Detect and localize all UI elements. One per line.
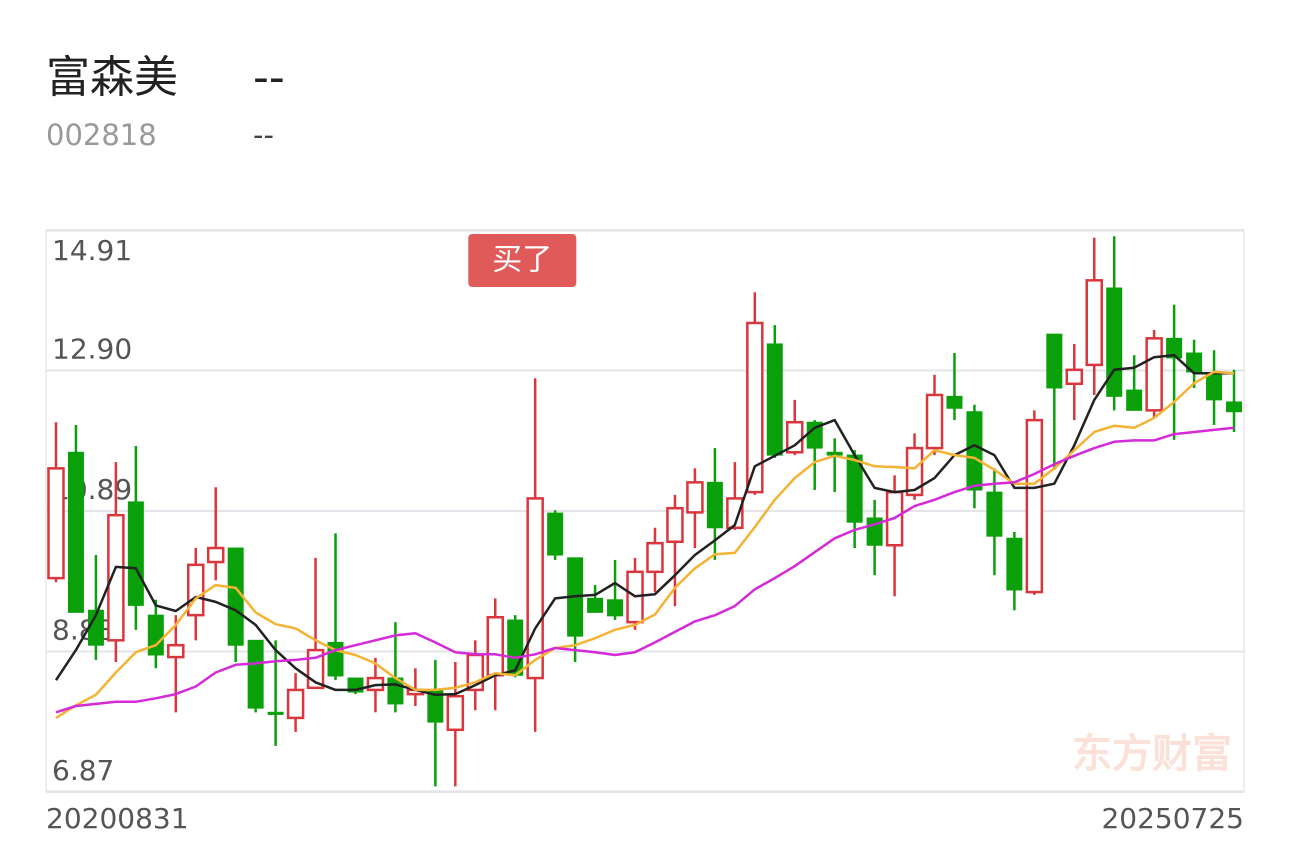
moving-average-line [54, 353, 1234, 697]
candle-body [1106, 287, 1123, 397]
y-tick-label: 14.91 [52, 234, 132, 267]
candle-body [905, 446, 924, 497]
y-tick-label: 12.90 [52, 333, 132, 366]
candle-body [1166, 337, 1183, 359]
candle-body [986, 491, 1003, 537]
candle-body [547, 512, 564, 556]
candle-body [946, 395, 963, 409]
y-tick-label: 10.89 [52, 473, 132, 506]
candle-body [607, 599, 624, 617]
annotation-label: 买了 [492, 243, 552, 278]
candle-body [446, 694, 465, 732]
candle-body [1085, 279, 1103, 367]
candle-body [206, 546, 225, 564]
moving-average-line [55, 426, 1235, 714]
x-tick-label: 20200831 [46, 802, 189, 835]
candle-body [107, 513, 125, 642]
candle-body [1145, 337, 1163, 412]
candle-body [587, 597, 604, 613]
x-tick-label: 20250725 [1101, 802, 1244, 835]
candle-body [227, 547, 244, 646]
candle-body [526, 497, 544, 680]
candle-body [1025, 418, 1044, 594]
candle-body [127, 501, 144, 606]
candle-body [646, 541, 664, 574]
stock-change: -- [253, 118, 274, 152]
candle-body [1226, 401, 1243, 413]
stock-price: -- [253, 52, 285, 103]
candle-body [167, 643, 185, 659]
candle-body [746, 321, 764, 494]
candle-body [1206, 374, 1223, 401]
candle-body [766, 343, 783, 456]
candle-body [1126, 389, 1143, 411]
y-tick-label: 6.87 [52, 754, 114, 787]
candle-body [67, 451, 84, 613]
candle-body [286, 688, 305, 720]
annotation-box [468, 234, 577, 287]
candle-body [726, 497, 744, 530]
stock-name: 富森美 [46, 52, 178, 103]
moving-average-line [55, 370, 1235, 719]
candle-body [1046, 333, 1063, 389]
candle-body [666, 506, 684, 544]
candle-body [47, 467, 65, 580]
candle-body [147, 614, 164, 656]
candle-body [247, 639, 264, 709]
candle-body [966, 411, 983, 491]
candle-body [1065, 368, 1084, 386]
candle-body [486, 615, 504, 677]
candle-body [1006, 537, 1023, 591]
candle-body [267, 711, 284, 715]
watermark: 东方财富 [1072, 731, 1232, 777]
candle-body [925, 393, 944, 450]
candle-body [706, 481, 723, 529]
stock-code: 002818 [46, 118, 157, 152]
candle-body [686, 481, 704, 514]
chart: 东方财富 6.87 8.88 10.89 12.90 14.91 买了 20200831 202… [45, 229, 1245, 835]
candle-body [187, 563, 205, 617]
candle-body [507, 619, 524, 676]
y-tick-label: 8.88 [52, 614, 114, 647]
